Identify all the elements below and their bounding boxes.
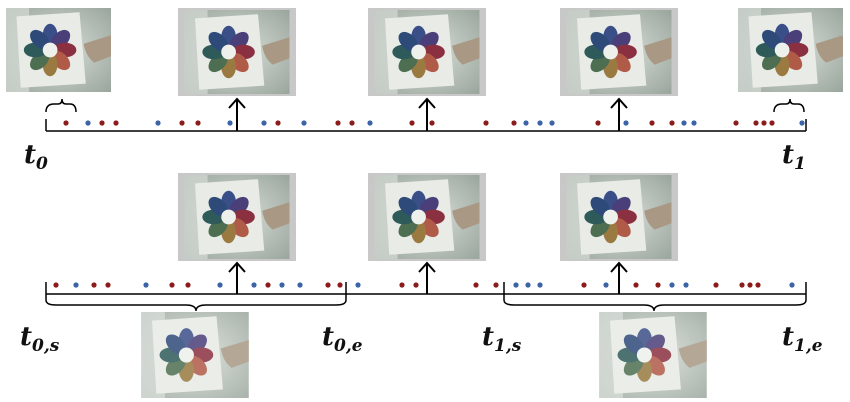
label-t1s: t1,s [482,322,522,356]
event-dot-red [655,282,661,288]
label-t1e: t1,e [782,322,823,356]
arrows-bottom [228,261,628,294]
event-dot-red [275,120,281,126]
event-dot-red [649,120,655,126]
event-dot-red [337,282,343,288]
frame-blur-0 [141,312,249,398]
event-dot-red [581,282,587,288]
event-dot-blue [669,282,675,288]
frame-top-2 [368,8,486,96]
event-dot-red [349,120,355,126]
event-dot-red [413,282,419,288]
label-t1: t1 [782,140,806,174]
event-dot-blue [683,282,689,288]
event-dot-red [325,282,331,288]
event-dot-red [755,282,761,288]
label-t0s: t0,s [20,322,60,356]
event-dot-red [733,120,739,126]
frame-top-0 [6,8,111,92]
event-dot-blue [155,120,161,126]
events-bottom [53,282,795,288]
event-dot-red [669,120,675,126]
event-dot-red [753,120,759,126]
event-dot-red [179,120,185,126]
event-dot-red [761,120,767,126]
event-dot-red [99,120,105,126]
event-dot-blue [85,120,91,126]
event-dot-red [399,282,405,288]
event-dot-red [633,282,639,288]
event-dot-red [195,120,201,126]
event-dot-blue [799,120,805,126]
events-top [63,120,805,126]
event-dot-red [713,282,719,288]
event-dot-red [265,282,271,288]
event-dot-red [185,282,191,288]
event-dot-blue [367,120,373,126]
event-dot-red [169,282,175,288]
event-dot-red [769,120,775,126]
event-dot-red [739,282,745,288]
event-dot-red [91,282,97,288]
frame-top-1 [178,8,296,96]
event-dot-red [335,120,341,126]
label-t0: t0 [24,140,48,174]
event-dot-red [113,120,119,126]
event-dot-blue [279,282,285,288]
frame-top-3 [560,8,678,96]
event-dot-red [493,282,499,288]
event-dot-red [63,120,69,126]
frame-mid-1 [178,173,296,261]
event-dot-red [483,120,489,126]
event-dot-red [53,282,59,288]
event-dot-blue [603,282,609,288]
event-dot-red [473,282,479,288]
event-dot-blue [261,120,267,126]
event-dot-red [747,282,753,288]
event-dot-blue [525,282,531,288]
event-dot-blue [143,282,149,288]
event-dot-blue [355,282,361,288]
event-dot-blue [681,120,687,126]
event-dot-blue [301,120,307,126]
event-dot-blue [217,282,223,288]
event-dot-red [511,120,517,126]
frame-mid-3 [560,173,678,261]
event-dot-red [105,282,111,288]
event-dot-blue [623,120,629,126]
frame-top-4 [738,8,843,92]
event-dot-blue [537,120,543,126]
event-dot-blue [549,120,555,126]
label-t0e: t0,e [322,322,363,356]
event-dot-blue [227,120,233,126]
frame-mid-2 [368,173,486,261]
event-dot-red [409,120,415,126]
event-dot-blue [537,282,543,288]
event-dot-red [429,120,435,126]
event-dot-blue [513,282,519,288]
event-dot-blue [297,282,303,288]
event-dot-blue [691,120,697,126]
frame-blur-1 [599,312,707,398]
event-dot-blue [523,120,529,126]
event-dot-blue [789,282,795,288]
event-dot-red [595,120,601,126]
event-dot-blue [251,282,257,288]
event-dot-blue [73,282,79,288]
arrows-top [228,97,628,131]
